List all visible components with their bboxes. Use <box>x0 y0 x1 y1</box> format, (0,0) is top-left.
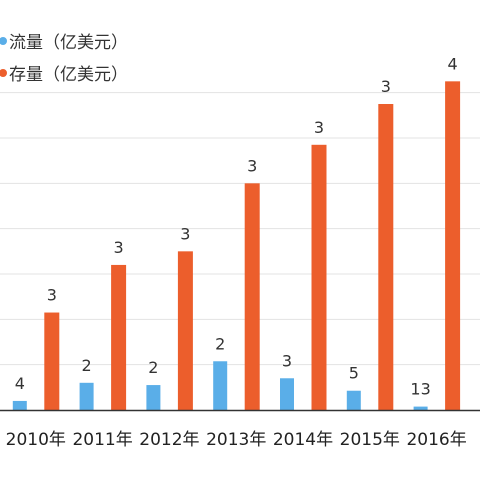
value-label-flow-2010年: 4 <box>15 374 25 393</box>
bar-stock-2012年 <box>177 251 193 410</box>
value-label-flow-2014年: 3 <box>282 351 292 370</box>
bar-flow-2014年 <box>280 378 294 410</box>
value-label-stock-2010年: 3 <box>47 286 57 305</box>
bar-stock-2010年 <box>44 312 60 410</box>
x-tick-2015年: 2015年 <box>340 430 400 450</box>
legend: 流量（亿美元） 存量（亿美元） <box>0 33 128 85</box>
bar-stock-2013年 <box>244 183 260 410</box>
legend-label-stock: 存量（亿美元） <box>9 65 128 85</box>
x-tick-2010年: 2010年 <box>6 430 66 450</box>
value-label-flow-2012年: 2 <box>148 358 158 377</box>
bar-flow-2016年 <box>413 406 428 410</box>
bar-flow-2015年 <box>346 390 361 410</box>
value-label-flow-2011年: 2 <box>82 356 92 375</box>
value-label-stock-2016年: 4 <box>448 54 458 73</box>
bars <box>12 81 461 411</box>
bar-flow-2012年 <box>146 385 161 410</box>
legend-label-flow: 流量（亿美元） <box>9 33 128 53</box>
bar-stock-2016年 <box>445 81 461 410</box>
x-tick-labels: 2009年2010年2011年2012年2013年2014年2015年2016年 <box>6 430 467 450</box>
bar-stock-2014年 <box>311 144 327 411</box>
x-tick-2011年: 2011年 <box>72 430 132 450</box>
value-labels: 4222351333333334 <box>15 54 458 399</box>
value-label-flow-2016年: 13 <box>410 380 430 399</box>
value-label-stock-2015年: 3 <box>381 77 391 96</box>
value-label-stock-2012年: 3 <box>180 224 190 243</box>
value-label-flow-2013年: 2 <box>215 334 225 353</box>
bar-flow-2010年 <box>12 400 27 410</box>
x-tick-2014年: 2014年 <box>273 430 333 450</box>
bar-stock-2011年 <box>111 264 127 410</box>
x-tick-2012年: 2012年 <box>139 430 199 450</box>
gridlines <box>0 92 480 366</box>
bar-flow-2011年 <box>79 382 94 410</box>
bar-stock-2015年 <box>378 104 394 410</box>
value-label-stock-2011年: 3 <box>114 238 124 257</box>
value-label-flow-2015年: 5 <box>349 364 359 383</box>
value-label-stock-2013年: 3 <box>247 156 257 175</box>
legend-swatch-stock <box>0 69 7 77</box>
x-tick-2013年: 2013年 <box>206 430 266 450</box>
value-label-stock-2014年: 3 <box>314 118 324 137</box>
bar-flow-2013年 <box>213 361 228 410</box>
legend-swatch-flow <box>0 37 7 45</box>
x-tick-2016年: 2016年 <box>406 430 466 450</box>
